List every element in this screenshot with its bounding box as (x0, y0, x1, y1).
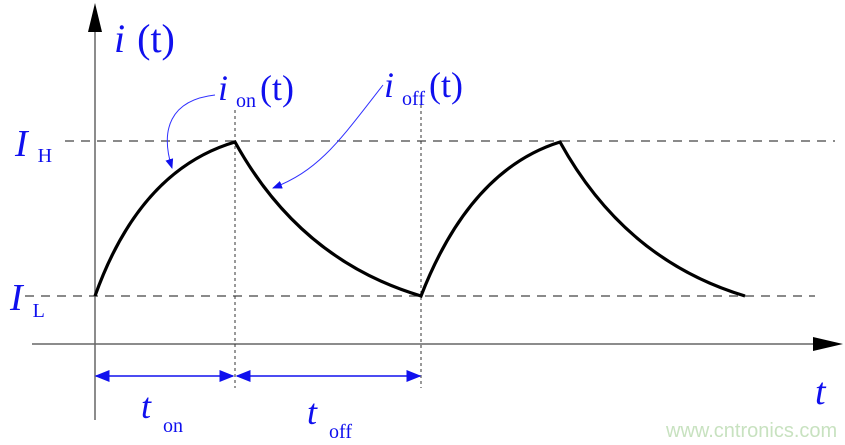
current-waveform (93, 140, 746, 298)
i-on-label: i on (t) (218, 68, 294, 112)
y-axis-label: i (t) (114, 16, 175, 61)
i-on-pointer-arrow (165, 94, 216, 169)
i-off-label: i off (t) (384, 65, 463, 110)
i-off-pointer-arrow (272, 84, 384, 189)
t-off-label: t off (307, 392, 352, 443)
t-on-label: t on (141, 386, 183, 437)
watermark: www.cntronics.com (665, 420, 837, 442)
x-axis-arrow-icon (813, 337, 843, 351)
y-axis-arrow-icon (88, 3, 102, 32)
x-axis-label: t (815, 371, 827, 413)
